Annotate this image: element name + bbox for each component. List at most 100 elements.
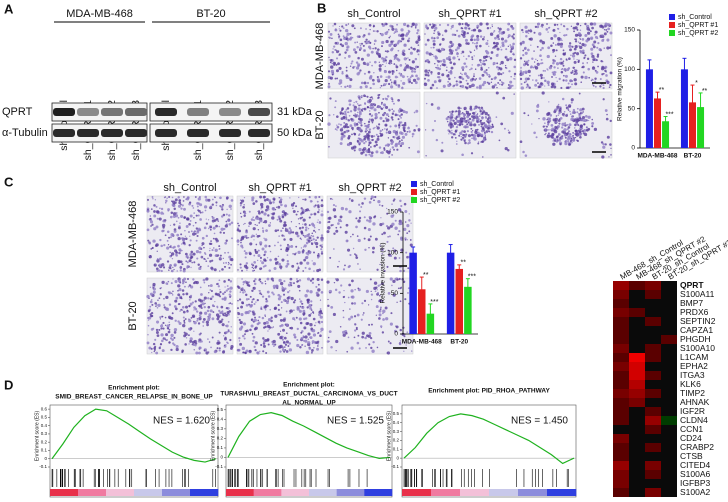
cell — [271, 213, 273, 215]
cell — [383, 120, 385, 122]
cell — [317, 206, 320, 209]
cell — [348, 337, 350, 339]
cell — [267, 325, 270, 328]
cell — [571, 142, 572, 143]
cell — [573, 109, 575, 111]
cell — [172, 291, 173, 292]
cell — [356, 114, 358, 116]
cell — [391, 109, 393, 111]
cell — [374, 61, 377, 64]
panel-label: C — [4, 174, 14, 189]
cell — [551, 134, 554, 137]
cell — [558, 133, 561, 136]
cell — [209, 341, 211, 343]
cell — [604, 29, 605, 30]
cell — [267, 291, 270, 294]
cell — [282, 216, 285, 219]
cell — [313, 230, 315, 232]
cell — [320, 308, 322, 310]
cell — [580, 129, 582, 131]
cell — [183, 216, 186, 219]
cell — [217, 307, 219, 309]
significance: ** — [423, 272, 429, 279]
cell — [365, 130, 367, 132]
cell — [574, 124, 577, 127]
cell — [389, 235, 391, 237]
cell — [493, 62, 496, 65]
cell — [390, 85, 393, 88]
cell — [556, 136, 559, 139]
cell — [384, 70, 386, 72]
cell — [321, 251, 323, 253]
cell — [344, 302, 345, 303]
cell — [174, 331, 177, 334]
cell — [210, 240, 212, 242]
cell — [230, 295, 232, 297]
cell — [537, 104, 539, 106]
heatmap-cell — [661, 425, 677, 434]
cell — [499, 139, 501, 141]
cell — [578, 114, 580, 116]
cell — [340, 284, 342, 286]
cell — [560, 107, 562, 109]
cell — [485, 125, 488, 128]
cell — [574, 48, 577, 51]
cell — [291, 221, 292, 222]
cell — [279, 314, 281, 316]
cell — [255, 327, 258, 330]
legend-label: sh_QPRT #1 — [420, 189, 460, 196]
cell — [270, 222, 271, 223]
cell — [262, 248, 265, 251]
cell — [452, 34, 454, 36]
cell — [186, 337, 187, 338]
cell — [253, 280, 255, 282]
cell — [461, 123, 463, 125]
cell — [358, 105, 360, 107]
cell — [377, 347, 379, 349]
cell — [599, 85, 601, 87]
cell — [246, 311, 248, 313]
cell — [451, 67, 454, 70]
cell — [205, 253, 207, 255]
cell — [340, 226, 342, 228]
cell — [251, 263, 252, 264]
cell — [597, 54, 599, 56]
cell — [365, 85, 368, 88]
cell — [474, 107, 477, 110]
cell — [526, 61, 528, 63]
cell — [609, 32, 612, 35]
cell — [165, 317, 167, 319]
cell — [286, 352, 287, 353]
cell — [250, 304, 253, 307]
cell — [513, 93, 514, 94]
cell — [185, 256, 187, 258]
cell — [215, 249, 218, 252]
cell — [493, 42, 496, 45]
cell — [481, 134, 482, 135]
cell — [369, 42, 371, 44]
cell — [208, 228, 209, 229]
cell — [346, 45, 349, 48]
cell — [565, 75, 568, 78]
cell — [218, 279, 220, 281]
blot-band — [125, 108, 147, 116]
heatmap-cell — [645, 479, 661, 488]
cell — [286, 311, 288, 313]
cell — [467, 142, 469, 144]
cell — [572, 135, 574, 137]
cell — [354, 102, 355, 103]
cell — [594, 128, 597, 131]
cell — [343, 37, 346, 40]
cell — [525, 72, 527, 74]
cell — [262, 296, 264, 298]
cell — [246, 349, 249, 352]
cell — [593, 85, 595, 87]
cell — [582, 50, 585, 53]
cell — [178, 303, 180, 305]
cell — [372, 83, 375, 86]
cell — [552, 140, 554, 142]
bar — [447, 253, 455, 334]
cell — [382, 60, 385, 63]
cell — [214, 268, 217, 271]
cell — [368, 40, 370, 42]
